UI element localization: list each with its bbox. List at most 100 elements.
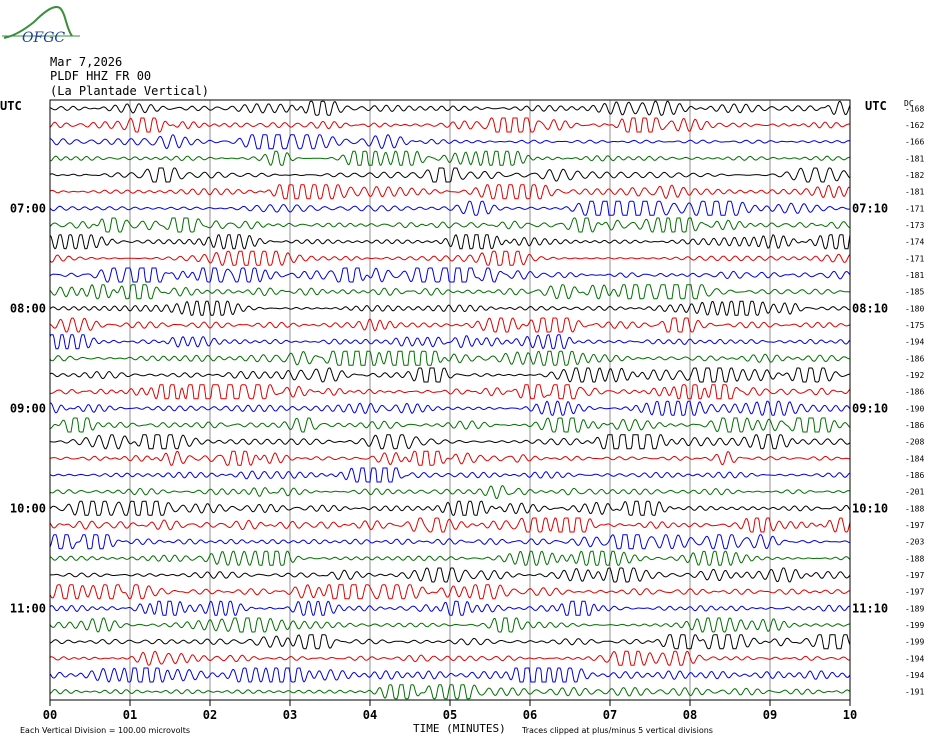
trace-line	[49, 250, 851, 266]
dc-offset-label: -186	[905, 471, 924, 480]
x-tick-label: 01	[123, 708, 137, 722]
dc-offset-label: -188	[905, 504, 924, 513]
logo-text: OFGC	[22, 30, 65, 46]
left-hour-label: 07:00	[10, 201, 46, 215]
x-tick-label: 08	[683, 708, 697, 722]
dc-offset-label: -181	[905, 154, 924, 163]
dc-offset-label: -194	[905, 338, 924, 347]
dc-offset-label: -175	[905, 321, 924, 330]
dc-offset-labels: -168 -162 -166 -181 -182 -181 -171 -173 -174 -171…	[905, 104, 924, 696]
header-location: (La Plantade Vertical)	[50, 84, 209, 98]
trace-line	[49, 267, 851, 283]
right-hour-label: 11:10	[852, 601, 888, 615]
dc-offset-label: -182	[905, 171, 924, 180]
trace-line	[49, 600, 851, 616]
x-tick-label: 03	[283, 708, 297, 722]
dc-offset-label: -186	[905, 421, 924, 430]
dc-offset-label: -173	[905, 221, 924, 230]
left-hour-label: 08:00	[10, 301, 46, 315]
trace-line	[49, 217, 851, 233]
dc-offset-label: -194	[905, 654, 924, 663]
trace-line	[49, 417, 851, 433]
trace-line	[49, 500, 851, 516]
dc-offset-label: -185	[905, 288, 924, 297]
dc-offset-label: -190	[905, 404, 924, 413]
left-hour-label: 09:00	[10, 401, 46, 415]
trace-group	[49, 100, 851, 700]
x-tick-label: 09	[763, 708, 777, 722]
dc-offset-label: -180	[905, 304, 924, 313]
x-tick-label: 04	[363, 708, 377, 722]
trace-line	[49, 367, 851, 383]
dc-offset-label: -168	[905, 104, 924, 113]
dc-offset-label: -189	[905, 604, 924, 613]
dc-offset-label: -184	[905, 454, 924, 463]
dc-offset-label: -166	[905, 138, 924, 147]
footer-clip: Traces clipped at plus/minus 5 vertical …	[521, 726, 713, 735]
x-tick-label: 06	[523, 708, 537, 722]
trace-line	[49, 467, 851, 483]
trace-line	[49, 117, 850, 133]
dc-offset-label: -199	[905, 638, 924, 647]
right-hour-labels: 07:10 08:10 09:10 10:10 11:10	[852, 201, 888, 615]
left-hour-label: 11:00	[10, 601, 46, 615]
x-tick-label: 07	[603, 708, 617, 722]
trace-line	[49, 550, 851, 566]
dc-offset-label: -181	[905, 271, 924, 280]
x-tick-label: 10	[843, 708, 857, 722]
dc-offset-label: -188	[905, 554, 924, 563]
dc-offset-label: -197	[905, 571, 924, 580]
trace-line	[49, 434, 851, 450]
trace-line	[49, 300, 851, 316]
dc-offset-label: -162	[905, 121, 924, 130]
x-tick-label: 02	[203, 708, 217, 722]
footer-scale: Each Vertical Division = 100.00 microvol…	[20, 726, 190, 735]
header-date: Mar 7,2026	[50, 55, 122, 69]
left-hour-labels: 07:00 08:00 09:00 10:00 11:00	[10, 201, 46, 615]
header-station: PLDF HHZ FR 00	[50, 69, 151, 83]
dc-offset-label: -208	[905, 438, 924, 447]
dc-offset-label: -197	[905, 521, 924, 530]
trace-line	[49, 334, 851, 350]
x-axis-label: TIME (MINUTES)	[413, 722, 506, 735]
trace-line	[50, 150, 850, 166]
trace-line	[49, 200, 851, 216]
trace-line	[49, 584, 851, 600]
dc-label: DC	[904, 99, 914, 108]
trace-line	[49, 184, 851, 200]
dc-offset-label: -197	[905, 588, 924, 597]
plot-grid	[129, 100, 771, 700]
trace-line	[49, 234, 851, 250]
trace-line	[49, 650, 851, 667]
trace-line	[49, 450, 851, 466]
right-hour-label: 08:10	[852, 301, 888, 315]
trace-line	[49, 384, 851, 400]
dc-offset-label: -186	[905, 354, 924, 363]
right-hour-label: 07:10	[852, 201, 888, 215]
trace-line	[49, 485, 851, 500]
ofgc-logo-icon: OFGC	[2, 6, 80, 46]
trace-line	[49, 400, 851, 416]
plot-frame	[49, 99, 851, 701]
x-tick-label: 00	[43, 708, 57, 722]
trace-line	[49, 684, 851, 700]
dc-offset-label: -174	[905, 238, 924, 247]
right-hour-label: 09:10	[852, 401, 888, 415]
x-tick-labels: 00 01 02 03 04 05 06 07 08 09 10	[43, 700, 857, 722]
left-utc-label: UTC	[0, 99, 22, 113]
right-utc-label: UTC	[865, 99, 887, 113]
trace-line	[49, 317, 851, 333]
trace-line	[49, 667, 851, 683]
trace-line	[49, 350, 851, 366]
trace-line	[50, 567, 851, 583]
trace-line	[49, 167, 851, 183]
trace-line	[49, 100, 851, 116]
dc-offset-label: -203	[905, 538, 924, 547]
dc-offset-label: -201	[905, 488, 924, 497]
dc-offset-label: -199	[905, 621, 924, 630]
trace-line	[49, 517, 851, 533]
x-tick-label: 05	[443, 708, 457, 722]
dc-offset-label: -171	[905, 204, 924, 213]
dc-offset-label: -186	[905, 388, 924, 397]
